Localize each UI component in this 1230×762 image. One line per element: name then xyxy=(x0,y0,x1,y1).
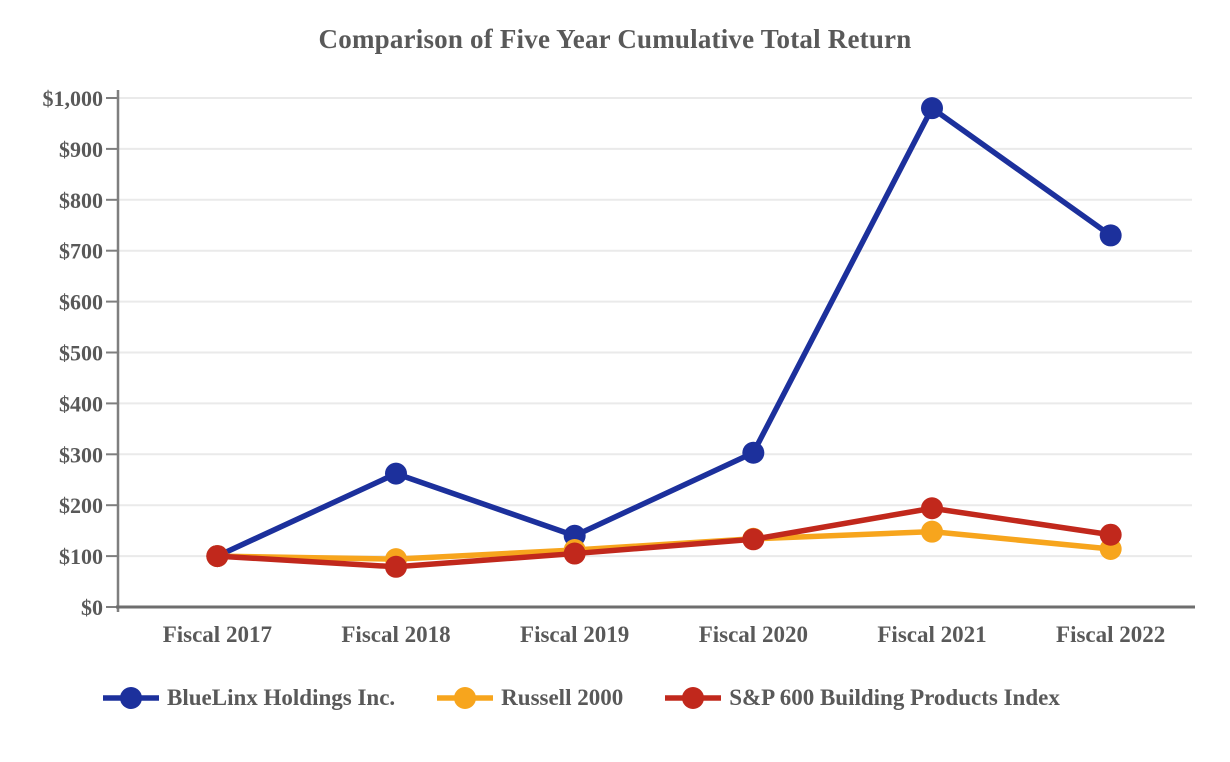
y-axis-tick-label: $200 xyxy=(59,493,103,518)
legend-marker-icon xyxy=(665,687,722,709)
y-axis-tick-label: $400 xyxy=(59,391,103,416)
legend-item-0: BlueLinx Holdings Inc. xyxy=(103,684,395,712)
legend-label: BlueLinx Holdings Inc. xyxy=(167,685,396,710)
y-axis-tick-label: $600 xyxy=(59,290,103,315)
y-axis-tick-label: $900 xyxy=(59,137,103,162)
data-point xyxy=(742,441,765,464)
data-point xyxy=(921,520,943,543)
chart-title: Comparison of Five Year Cumulative Total… xyxy=(318,24,912,54)
legend-item-1: Russell 2000 xyxy=(437,684,623,712)
legend: BlueLinx Holdings Inc. Russell 2000 S&P 60… xyxy=(0,684,1230,712)
series-line-0 xyxy=(216,105,1113,559)
y-axis-tick-label: $1,000 xyxy=(43,86,104,111)
plot-area: $0 $100 $200 $300 $400 $500 $600 $700 $800 $900 $1… xyxy=(43,86,1195,647)
y-axis-tick-label: $800 xyxy=(59,188,103,213)
y-axis-tick-label: $300 xyxy=(59,442,103,467)
data-point xyxy=(206,545,229,568)
y-axis-tick-label: $0 xyxy=(81,595,103,620)
y-axis-tick-label: $100 xyxy=(59,544,103,569)
data-point xyxy=(921,497,943,520)
data-point xyxy=(563,542,586,565)
data-point xyxy=(385,462,407,485)
x-axis-label: Fiscal 2019 xyxy=(520,622,629,647)
y-axis-tick-label: $500 xyxy=(59,341,103,366)
x-axis-label: Fiscal 2018 xyxy=(341,622,450,647)
x-axis-label: Fiscal 2017 xyxy=(163,622,272,647)
legend-label: Russell 2000 xyxy=(501,685,624,710)
data-point xyxy=(1099,523,1122,546)
x-axis-label: Fiscal 2021 xyxy=(877,622,986,647)
y-axis-tick-label: $700 xyxy=(59,239,103,264)
legend-marker-icon xyxy=(437,687,494,709)
legend-label: S&P 600 Building Products Index xyxy=(729,685,1060,710)
x-axis-label: Fiscal 2022 xyxy=(1056,622,1165,647)
series-line-2 xyxy=(217,505,1112,570)
data-point xyxy=(921,97,943,120)
legend-marker-icon xyxy=(103,687,159,709)
data-point xyxy=(385,555,407,578)
data-point xyxy=(1099,224,1122,247)
legend-item-2: S&P 600 Building Products Index xyxy=(665,684,1060,712)
x-axis-label: Fiscal 2020 xyxy=(699,622,808,647)
data-point xyxy=(742,528,765,551)
